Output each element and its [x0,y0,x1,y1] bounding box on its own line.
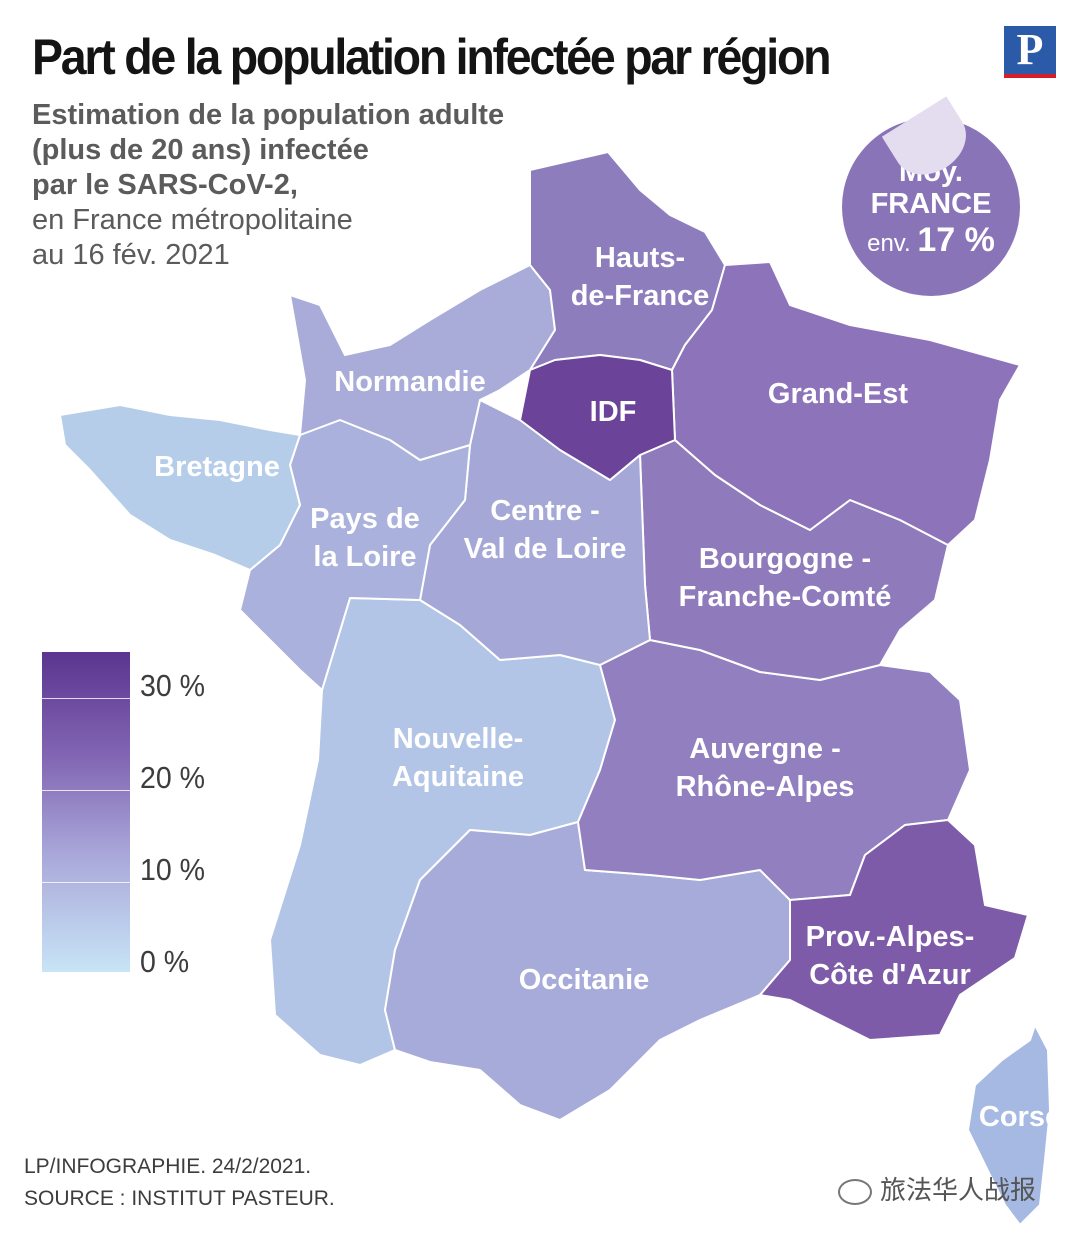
subtitle-line: par le SARS-CoV-2, [32,169,298,201]
watermark-text: 旅法华人战报 [880,1175,1037,1205]
region-label-occitanie: Occitanie [518,964,650,996]
wechat-icon [838,1179,872,1206]
region-shape-bretagne[interactable] [59,404,301,571]
subtitle-line: au 16 fév. 2021 [32,239,230,271]
page-title: Part de la population infectée par régio… [32,29,832,85]
region-shape-idf[interactable] [519,354,676,481]
badge-value: 17 % [917,221,995,259]
legend-divider [42,698,142,699]
region-label-corse: Corse [978,1101,1062,1133]
region-shape-corse[interactable] [967,1024,1051,1226]
legend-tick: 0 % [140,944,190,979]
region-label-centre-val-de-loire: Centre - Val de Loire [463,495,627,565]
legend-divider [42,790,142,791]
region-label-hauts-de-france: Hauts-de-France [570,242,710,312]
subtitle: Estimation de la population adulte (plus… [32,98,504,273]
region-label-idf: IDF [589,396,637,428]
credit-line: LP/INFOGRAPHIE. 24/2/2021. [24,1155,312,1178]
badge-prefix: env. [867,230,911,257]
legend-tick: 10 % [140,852,206,887]
region-label-grand-est: Grand-Est [767,378,909,410]
region-shape-prov-alpes-c-te-d-azur[interactable] [759,819,1029,1041]
subtitle-line: en France métropolitaine [32,204,353,236]
credit-line: SOURCE : INSTITUT PASTEUR. [24,1187,335,1210]
region-label-auvergne-rhone-alpes: Auvergne - Rhône-Alpes [675,733,855,803]
le-parisien-logo: P [1004,26,1056,78]
region-label-bourgogne-franche-comte: Bourgogne - Franche-Comté [678,543,892,613]
region-label-nouvelle-aquitaine: Nouvelle- Aquitaine [391,723,525,793]
region-label-pays-de-la-loire: Pays de la Loire [310,503,420,573]
region-label-bretagne: Bretagne [154,451,280,483]
legend-tick: 30 % [140,668,206,703]
legend-color-scale [42,652,130,972]
badge-line: FRANCE [870,188,992,220]
subtitle-line: Estimation de la population adulte [32,99,505,131]
badge-line: env. 17 % [842,220,1020,264]
wechat-watermark: 旅法华人战报 [838,1170,1036,1207]
region-label-normandie: Normandie [334,366,486,398]
legend-tick: 20 % [140,760,206,795]
subtitle-line: (plus de 20 ans) infectée [32,134,369,166]
region-label-provence-alpes-cote-d-azur: Prov.-Alpes- Côte d'Azur [805,921,975,991]
legend-divider [42,882,142,883]
